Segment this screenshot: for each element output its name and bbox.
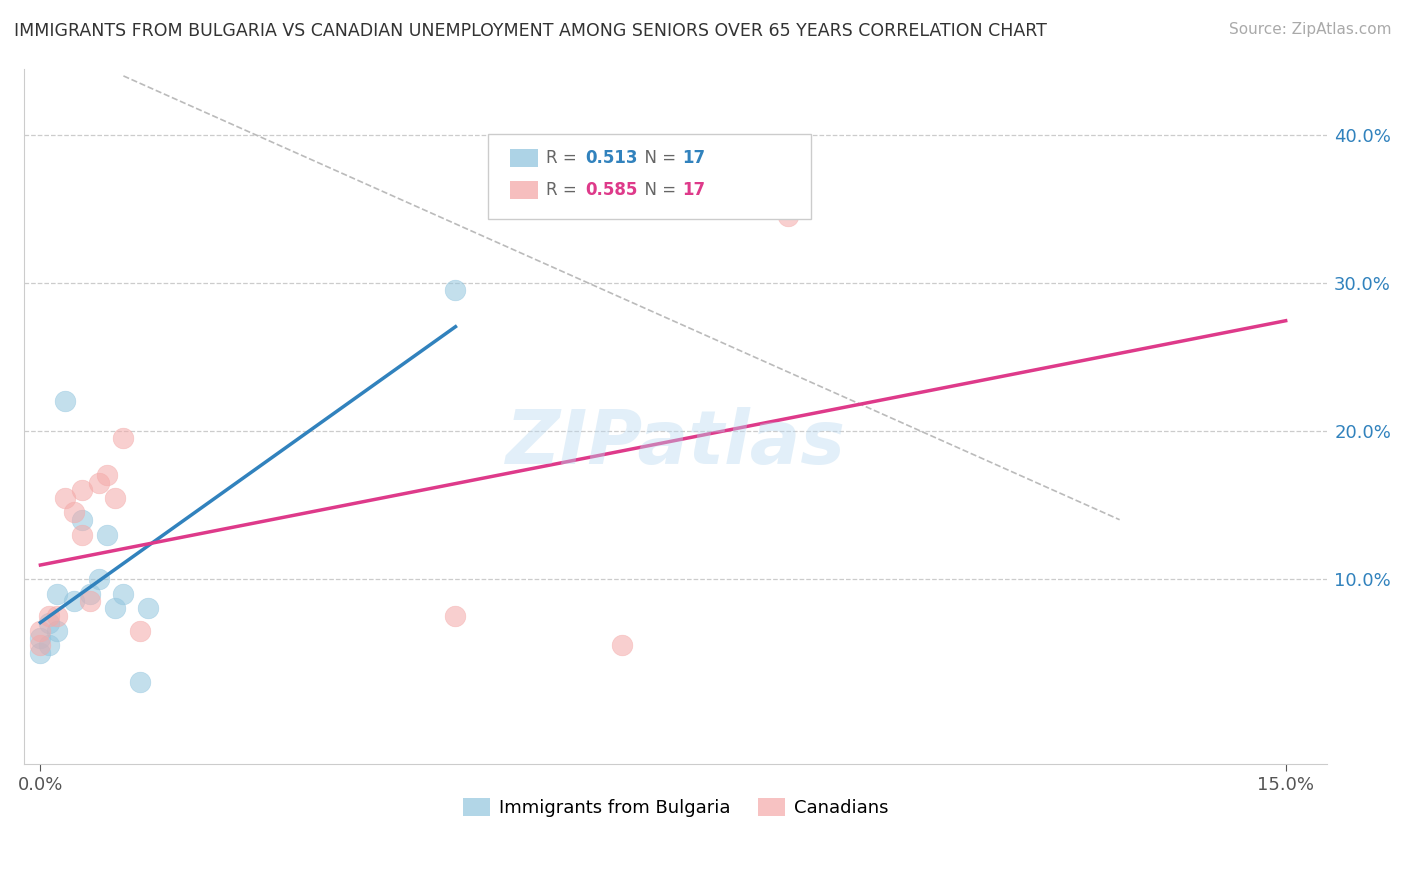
Point [70, 513, 93, 527]
Point [96, 468, 118, 483]
Point [104, 491, 127, 505]
Text: 0.513: 0.513 [585, 149, 637, 167]
Text: Source: ZipAtlas.com: Source: ZipAtlas.com [1229, 22, 1392, 37]
Point [136, 601, 159, 615]
Point [38, 616, 60, 631]
Text: IMMIGRANTS FROM BULGARIA VS CANADIAN UNEMPLOYMENT AMONG SENIORS OVER 65 YEARS CO: IMMIGRANTS FROM BULGARIA VS CANADIAN UNE… [14, 22, 1047, 40]
Text: 0.585: 0.585 [585, 181, 637, 199]
Text: R =: R = [546, 149, 582, 167]
Point [38, 608, 60, 623]
Point [444, 608, 467, 623]
Point [87, 572, 110, 586]
Text: R =: R = [546, 181, 582, 199]
Point [53, 394, 76, 409]
Point [610, 639, 633, 653]
Point [30, 631, 52, 645]
Point [87, 475, 110, 490]
Point [129, 624, 152, 638]
Text: N =: N = [634, 181, 682, 199]
Text: 17: 17 [682, 181, 704, 199]
Point [46, 624, 69, 638]
Point [444, 284, 467, 298]
Point [79, 587, 101, 601]
Point [776, 210, 799, 224]
Point [62, 594, 84, 608]
Point [112, 431, 135, 445]
Text: 17: 17 [682, 149, 704, 167]
Point [30, 646, 52, 660]
Legend: Immigrants from Bulgaria, Canadians: Immigrants from Bulgaria, Canadians [456, 790, 896, 824]
Point [96, 527, 118, 541]
Point [46, 587, 69, 601]
Point [79, 594, 101, 608]
Point [30, 639, 52, 653]
Point [70, 483, 93, 497]
Point [104, 601, 127, 615]
Point [30, 624, 52, 638]
Point [53, 491, 76, 505]
Text: ZIPatlas: ZIPatlas [506, 408, 845, 481]
Text: N =: N = [634, 149, 682, 167]
Point [62, 505, 84, 519]
Point [112, 587, 135, 601]
Point [129, 675, 152, 690]
Point [70, 527, 93, 541]
Point [38, 639, 60, 653]
Point [46, 608, 69, 623]
